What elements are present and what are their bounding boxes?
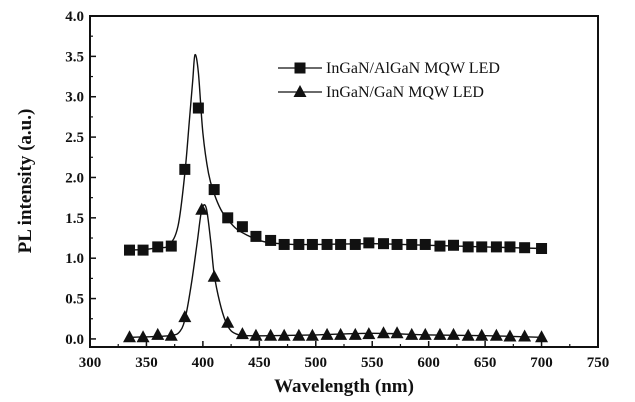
x-tick-label: 750 bbox=[587, 355, 610, 371]
series-1-point bbox=[349, 238, 361, 250]
series-1-point bbox=[378, 238, 390, 250]
series-1-point bbox=[250, 230, 262, 242]
series-2-point bbox=[207, 269, 221, 282]
series-2-point bbox=[195, 202, 209, 215]
series-2-point bbox=[447, 327, 461, 340]
series-1-point bbox=[152, 241, 164, 253]
series-2-point bbox=[489, 328, 503, 341]
series-2-point bbox=[221, 315, 235, 328]
y-tick-label: 0.5 bbox=[65, 292, 84, 308]
series-1-point bbox=[406, 238, 418, 250]
series-1-point bbox=[519, 242, 531, 254]
series-1-point bbox=[335, 238, 347, 250]
series-1-point bbox=[363, 237, 375, 249]
x-tick-label: 400 bbox=[192, 355, 215, 371]
y-tick-label: 2.5 bbox=[65, 130, 84, 146]
series-1-point bbox=[293, 238, 305, 250]
series-2-point bbox=[461, 328, 475, 341]
series-1-point bbox=[434, 240, 446, 252]
series-1-point bbox=[391, 238, 403, 250]
y-tick-label: 4.0 bbox=[65, 9, 84, 25]
axis-ticks bbox=[89, 15, 599, 347]
legend: InGaN/AlGaN MQW LED InGaN/GaN MQW LED bbox=[278, 60, 500, 101]
series-1-point bbox=[137, 244, 149, 256]
legend-label-2: InGaN/GaN MQW LED bbox=[326, 84, 484, 101]
series-2-point bbox=[503, 329, 517, 342]
legend-label-1: InGaN/AlGaN MQW LED bbox=[326, 60, 500, 77]
series-2-point bbox=[305, 328, 319, 341]
series-1-point bbox=[124, 244, 136, 256]
x-tick-label: 500 bbox=[305, 355, 328, 371]
series-1-point bbox=[476, 241, 488, 253]
series-1-point bbox=[462, 241, 474, 253]
series-2-point bbox=[235, 327, 249, 340]
y-tick-label: 2.0 bbox=[65, 170, 84, 186]
series-2-point bbox=[405, 327, 419, 340]
x-tick-label: 450 bbox=[248, 355, 271, 371]
series-2-point bbox=[136, 330, 150, 343]
series-2-point bbox=[362, 327, 376, 340]
x-tick-label: 300 bbox=[79, 355, 102, 371]
series-2-point bbox=[164, 328, 178, 341]
y-tick-label: 1.0 bbox=[65, 251, 84, 267]
series-1-point bbox=[265, 234, 277, 246]
series-2-line bbox=[129, 204, 542, 339]
y-axis-title: PL intensity (a.u.) bbox=[15, 109, 36, 254]
y-tick-label: 3.5 bbox=[65, 49, 84, 65]
x-tick-label: 700 bbox=[530, 355, 553, 371]
series-2-point bbox=[377, 326, 391, 339]
series-2-point bbox=[475, 328, 489, 341]
series-2-point bbox=[249, 328, 263, 341]
series-1-point bbox=[490, 241, 502, 253]
x-tick-label: 550 bbox=[361, 355, 384, 371]
y-tick-labels: 0.0 0.5 1.0 1.5 2.0 2.5 3.0 3.5 4.0 bbox=[65, 9, 84, 348]
series-1-point bbox=[208, 184, 220, 196]
legend-marker-triangle bbox=[293, 85, 307, 97]
series-1-point bbox=[419, 238, 431, 250]
series-2-point bbox=[348, 327, 362, 340]
legend-marker-square bbox=[294, 62, 306, 74]
series-2-point bbox=[518, 329, 532, 342]
series-1-point bbox=[278, 238, 290, 250]
series-2-point bbox=[433, 327, 447, 340]
series-2-point bbox=[320, 327, 334, 340]
y-tick-label: 1.5 bbox=[65, 211, 84, 227]
series-2-point bbox=[292, 328, 306, 341]
series-1-point bbox=[504, 241, 516, 253]
series-1-point bbox=[222, 212, 234, 224]
series-1-point bbox=[179, 163, 191, 175]
series-2-point bbox=[264, 328, 278, 341]
series-2-point bbox=[418, 327, 432, 340]
series-1-point bbox=[536, 243, 548, 255]
series-1-point bbox=[306, 238, 318, 250]
x-tick-label: 350 bbox=[135, 355, 158, 371]
series-1-point bbox=[192, 102, 204, 114]
x-tick-label: 650 bbox=[474, 355, 497, 371]
series-2-point bbox=[123, 330, 137, 343]
series-1-point bbox=[448, 239, 460, 251]
series-markers bbox=[123, 102, 549, 343]
series-2-point bbox=[334, 327, 348, 340]
series-2-point bbox=[151, 327, 165, 340]
series-1-point bbox=[321, 238, 333, 250]
x-tick-label: 600 bbox=[417, 355, 440, 371]
series-2-point bbox=[178, 310, 192, 323]
series-2-point bbox=[277, 328, 291, 341]
series-2-point bbox=[390, 326, 404, 339]
x-axis-title: Wavelength (nm) bbox=[274, 376, 414, 397]
series-1-point bbox=[165, 240, 177, 252]
y-tick-label: 3.0 bbox=[65, 90, 84, 106]
series-1-point bbox=[236, 221, 248, 233]
series-2-point bbox=[535, 330, 549, 343]
x-tick-labels: 300 350 400 450 500 550 600 650 700 750 bbox=[79, 355, 610, 371]
y-tick-label: 0.0 bbox=[65, 332, 84, 348]
